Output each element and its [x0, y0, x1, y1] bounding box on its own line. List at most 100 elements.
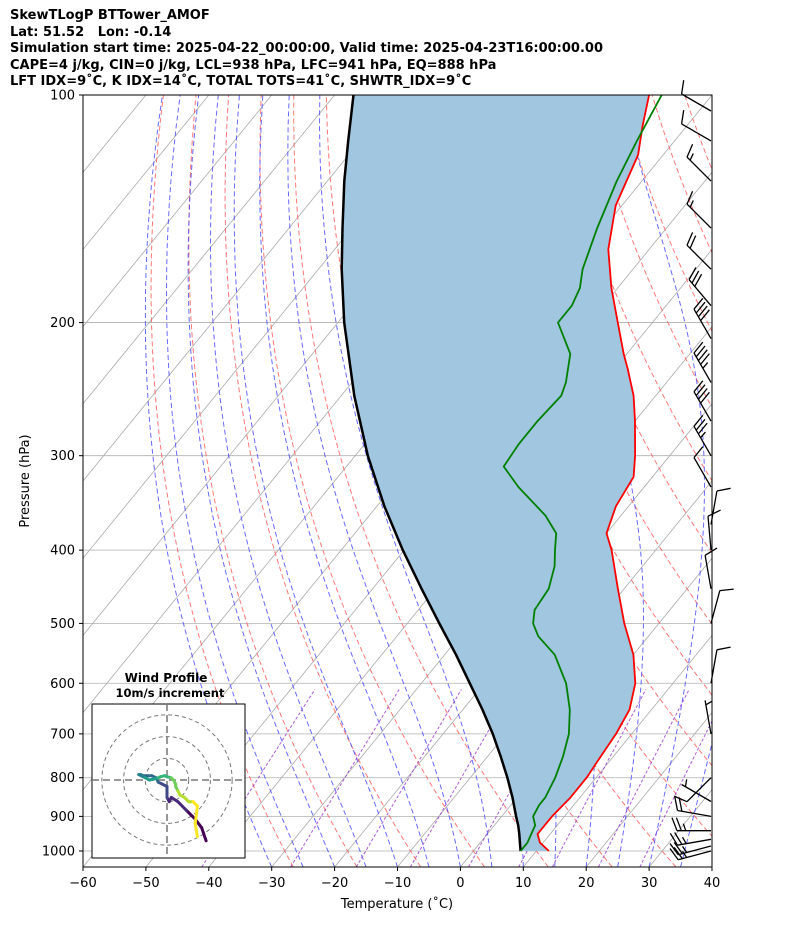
barb-flag: [678, 797, 683, 812]
barb-flag: [673, 842, 683, 855]
wind-barb: [693, 341, 712, 383]
barb-shaft: [686, 203, 712, 229]
barb-flag: [704, 547, 718, 556]
dry-adiabat: [750, 95, 794, 867]
hodograph-inset: Wind Profile 10m/s increment: [91, 671, 246, 859]
isotherm: [83, 95, 335, 405]
barb-flag: [695, 418, 706, 431]
barb-shaft: [710, 649, 718, 684]
profile-lines: [340, 95, 663, 852]
hodograph-title: Wind Profile: [125, 671, 208, 685]
barb-flag: [669, 832, 679, 846]
barb-shaft: [686, 244, 712, 270]
dry-adiabat: [684, 95, 712, 171]
isotherm: [83, 95, 273, 328]
wind-barb: [673, 777, 712, 803]
barb-shaft: [693, 425, 712, 457]
hodograph-segment: [176, 800, 188, 812]
wind-barb: [669, 842, 712, 856]
barb-flag: [707, 509, 721, 517]
barb-flag: [719, 588, 734, 592]
wind-barb: [671, 817, 711, 832]
barb-shaft: [686, 777, 712, 803]
barb-flag: [697, 422, 708, 435]
x-tick-label: −10: [384, 876, 411, 891]
barb-flag: [686, 232, 694, 246]
barb-shaft: [704, 700, 712, 735]
wind-barb: [693, 297, 712, 339]
x-tick-label: 20: [578, 876, 595, 891]
wind-barb: [693, 446, 712, 488]
barb-flag: [694, 273, 703, 287]
barb-flag: [700, 391, 710, 404]
wind-barb: [710, 487, 731, 525]
barb-half-flag: [684, 779, 688, 787]
x-tick-label: 40: [704, 876, 721, 891]
barb-flag: [716, 646, 731, 651]
x-tick-label: −50: [132, 876, 159, 891]
temperature-line: [536, 95, 650, 852]
wind-barb: [686, 191, 712, 229]
barb-shaft: [686, 156, 712, 182]
barb-flag: [669, 843, 679, 856]
wind-barb: [693, 414, 712, 457]
barb-shaft: [677, 809, 712, 818]
hodograph-subtitle: 10m/s increment: [116, 686, 225, 700]
moist-adiabat: [144, 95, 273, 867]
barb-half-flag: [681, 846, 688, 853]
wind-barb: [674, 796, 712, 818]
x-tick-label: −30: [258, 876, 285, 891]
dry-adiabat: [224, 95, 422, 867]
barb-shaft: [688, 279, 712, 307]
moist-adiabat: [187, 95, 336, 867]
barb-shaft: [677, 838, 712, 846]
barb-flag: [680, 80, 685, 95]
simulation-time-text: Simulation start time: 2025-04-22_00:00:…: [10, 41, 603, 56]
mixing-ratio-line: [551, 689, 647, 867]
barb-half-flag: [689, 153, 694, 161]
barb-flag: [693, 380, 704, 393]
barb-shaft: [693, 308, 712, 339]
y-tick-label: 900: [50, 810, 75, 825]
barb-flag: [700, 309, 710, 322]
isotherm: [585, 711, 712, 867]
barb-flag: [673, 795, 688, 803]
cape-shading: [341, 95, 650, 851]
moist-adiabat: [318, 95, 493, 867]
barb-flag: [695, 345, 706, 358]
isotherm: [334, 403, 712, 867]
barb-flag: [693, 341, 704, 354]
wind-barb: [669, 832, 712, 846]
y-tick-label: 800: [50, 771, 75, 786]
mixing-ratio-line: [355, 689, 462, 867]
barb-shaft: [678, 850, 712, 861]
location-text: Lat: 51.52 Lon: -0.14: [10, 24, 172, 40]
barb-flag: [695, 384, 706, 396]
wind-barbs: [669, 80, 734, 861]
hodograph-segment: [193, 804, 199, 825]
hodograph-frame: [91, 703, 246, 859]
barb-flag: [680, 110, 685, 124]
barb-shaft: [710, 490, 718, 525]
x-axis-label: Temperature (˚C): [340, 896, 453, 912]
y-tick-label: 100: [50, 89, 75, 104]
barb-flag: [675, 817, 683, 831]
dry-adiabat: [521, 95, 712, 554]
barb-flag: [693, 297, 704, 310]
y-tick-label: 1000: [42, 844, 75, 859]
wind-barb: [704, 547, 718, 589]
barb-shaft: [707, 516, 712, 551]
hodograph-ring: [101, 714, 233, 846]
barb-shaft: [681, 123, 712, 142]
wind-barb: [688, 267, 712, 307]
y-tick-label: 700: [50, 727, 75, 742]
barb-half-flag: [681, 836, 687, 845]
barb-half-flag: [705, 700, 713, 706]
x-tick-label: −20: [321, 876, 348, 891]
wind-barb: [710, 588, 734, 624]
y-tick-label: 300: [50, 449, 75, 464]
convective-params-text: CAPE=4 j/kg, CIN=0 j/kg, LCL=938 hPa, LF…: [10, 57, 497, 73]
wind-barb: [686, 232, 712, 270]
y-tick-label: 500: [50, 617, 75, 632]
